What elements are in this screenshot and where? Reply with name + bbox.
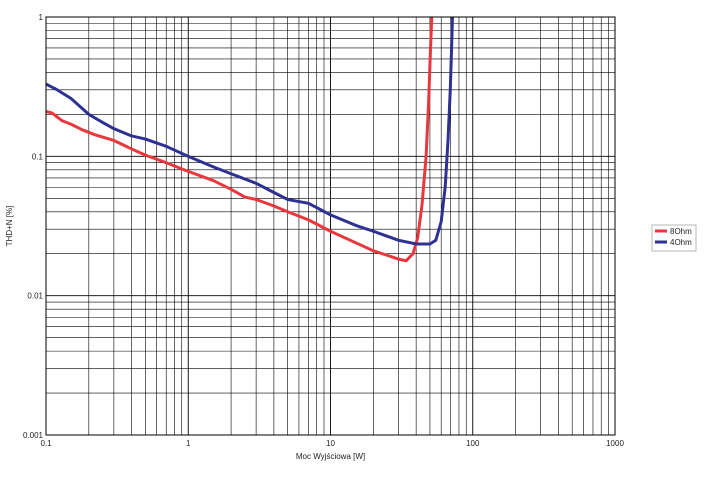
plot-frame	[45, 16, 616, 436]
y-tick-label: 1	[39, 13, 44, 22]
y-tick-label: 0.01	[27, 292, 43, 301]
x-tick-labels: 0.1 1 10 100 1000	[40, 439, 624, 448]
x-tick-label: 100	[466, 439, 480, 448]
x-tick-label: 1000	[606, 439, 624, 448]
series-line-4ohm	[46, 17, 454, 246]
y-tick-label: 0.1	[32, 152, 44, 161]
series-line-8ohm	[46, 17, 434, 263]
x-tick-label: 0.1	[40, 439, 52, 448]
legend: 8Ohm 4Ohm	[651, 224, 697, 252]
x-tick-label: 1	[186, 439, 191, 448]
y-tick-label: 0.001	[23, 431, 44, 440]
legend-label-8ohm: 8Ohm	[670, 227, 692, 236]
legend-box	[651, 224, 697, 252]
y-tick-labels: 0.001 0.01 0.1 1	[23, 13, 44, 440]
x-tick-label: 10	[326, 439, 335, 448]
y-axis-title: THD+N [%]	[5, 206, 14, 247]
legend-label-4ohm: 4Ohm	[670, 238, 692, 247]
chart-series	[46, 17, 454, 263]
chart-grid	[46, 17, 615, 435]
x-axis-title: Moc Wyjściowa [W]	[296, 452, 365, 461]
